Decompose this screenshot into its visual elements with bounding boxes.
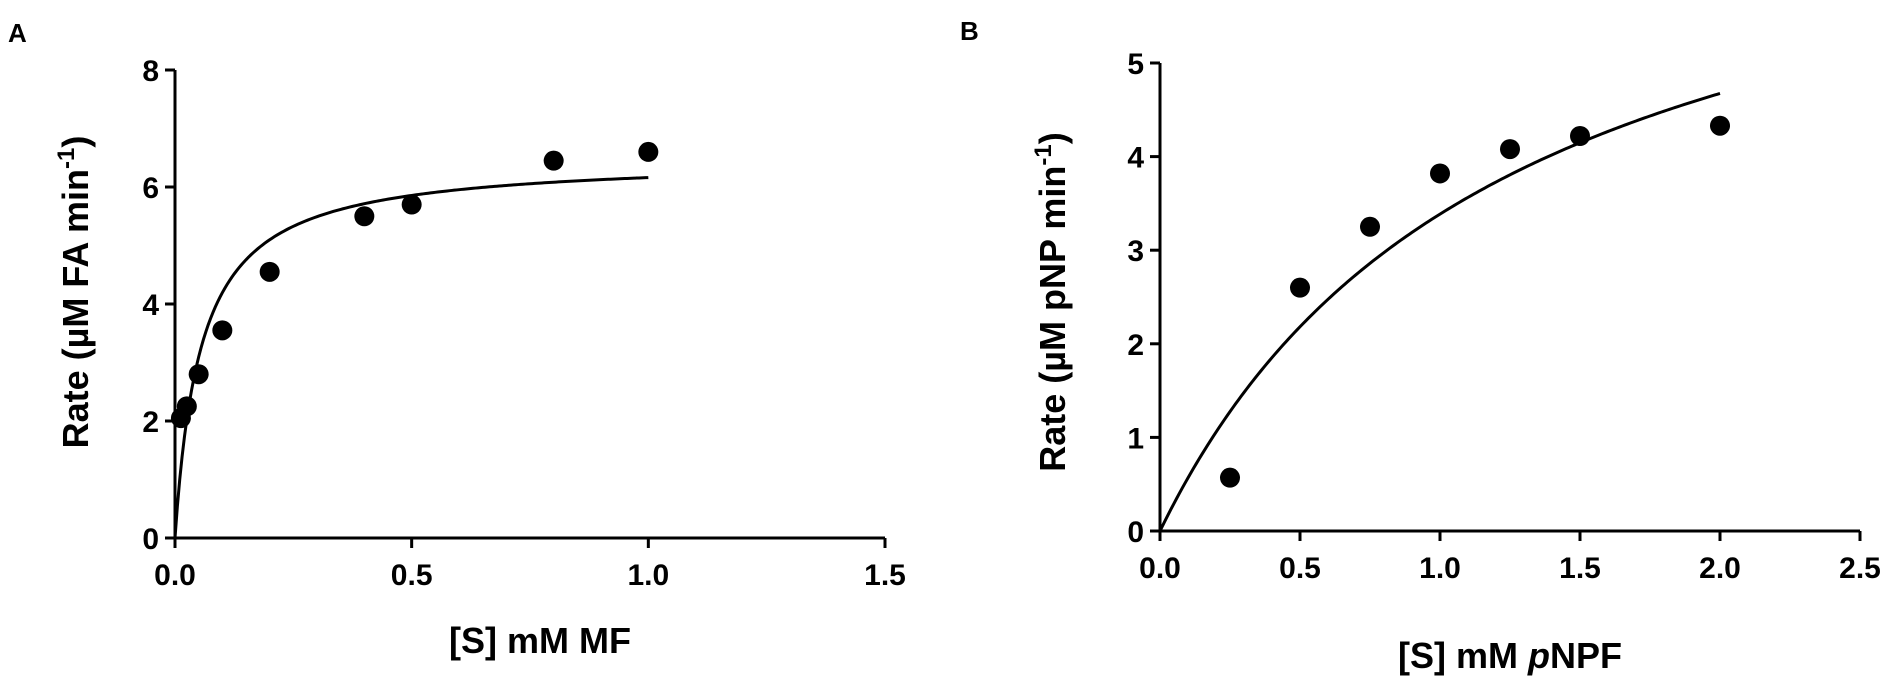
x-tick-label-b: 2.0 [1699, 552, 1741, 585]
data-point-b [1360, 216, 1380, 237]
y-axis-label-a: Rate (µM FA min-1) [53, 136, 96, 449]
y-axis-label-a-end: ) [55, 136, 96, 148]
data-point-b [1710, 115, 1730, 136]
y-tick-label-b: 4 [1127, 142, 1144, 175]
x-tick-label-a: 0.0 [154, 559, 196, 592]
y-tick-label-b: 5 [1127, 48, 1144, 81]
data-point-b [1220, 467, 1240, 488]
x-axis-label-b: [S] mM pNPF [1398, 635, 1622, 676]
x-tick-label-b: 2.5 [1839, 552, 1881, 585]
x-tick-label-b: 1.0 [1419, 552, 1461, 585]
y-tick-label-b: 0 [1127, 516, 1144, 549]
y-axis-label-a-sup: -1 [53, 148, 80, 169]
panel-letter-a: A [8, 18, 27, 48]
y-tick-label-b: 1 [1127, 422, 1144, 455]
data-point-b [1290, 277, 1310, 298]
y-tick-label-a: 4 [142, 289, 159, 322]
data-point-a [188, 364, 209, 385]
data-point-b [1500, 139, 1520, 160]
data-point-b [1430, 163, 1450, 184]
y-tick-label-a: 6 [142, 172, 159, 205]
x-tick-label-a: 0.5 [391, 559, 433, 592]
data-point-b [1570, 126, 1590, 147]
x-tick-label-b: 0.0 [1139, 552, 1181, 585]
panel-letter-b: B [960, 16, 979, 46]
y-axis-label-b-sup: -1 [1030, 144, 1057, 165]
x-tick-label-a: 1.0 [627, 559, 669, 592]
y-tick-label-b: 2 [1127, 329, 1144, 362]
x-axis-label-b-post: NPF [1550, 635, 1622, 676]
x-axis-label-b-pre: [S] mM [1398, 635, 1528, 676]
data-point-a [401, 194, 422, 215]
x-axis-label-a: [S] mM MF [449, 620, 631, 661]
data-point-a [176, 396, 197, 417]
x-tick-label-b: 0.5 [1279, 552, 1321, 585]
data-point-a [212, 320, 233, 341]
y-tick-label-a: 0 [142, 523, 159, 556]
panel-a: A 0 2 4 6 8 0.0 0.5 1.0 1.5 [S] mM MF Rate (µM … [8, 18, 906, 661]
x-axis-label-b-italic: p [1527, 635, 1550, 676]
fit-curve-b [1158, 91, 1721, 532]
data-point-a [354, 206, 375, 227]
fit-curve-a [173, 176, 649, 539]
data-point-a [543, 150, 564, 171]
y-tick-label-a: 8 [142, 55, 159, 88]
y-tick-label-b: 3 [1127, 235, 1144, 268]
x-tick-label-a: 1.5 [864, 559, 906, 592]
y-axis-label-b: Rate (µM pNP min-1) [1030, 132, 1073, 471]
y-axis-label-a-main: Rate (µM FA min [55, 169, 96, 448]
y-axis-label-b-main: Rate (µM pNP min [1032, 166, 1073, 472]
y-tick-label-a: 2 [142, 406, 159, 439]
x-tick-label-b: 1.5 [1559, 552, 1601, 585]
data-point-a [638, 141, 659, 162]
data-point-a [259, 261, 280, 282]
y-axis-label-b-end: ) [1032, 132, 1073, 144]
